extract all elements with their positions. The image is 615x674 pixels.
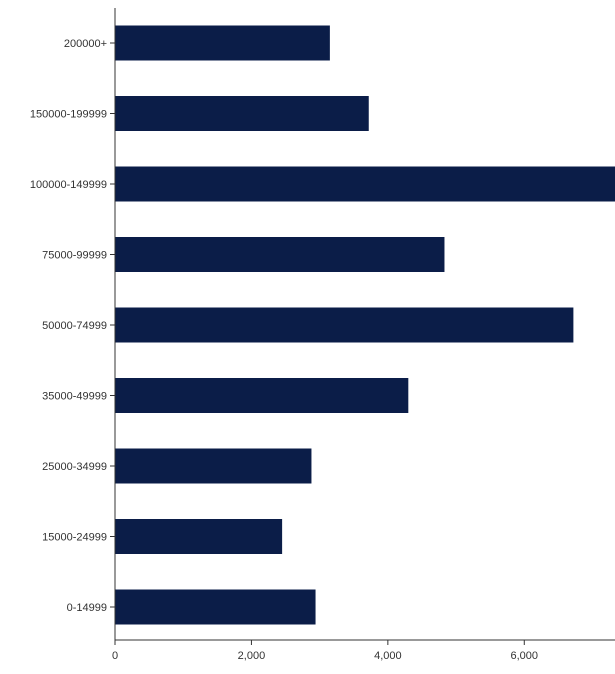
y-tick-label: 50000-74999 [42, 320, 107, 332]
y-axis: 200000+ 150000-199999 100000-149999 75000-9… [30, 8, 116, 640]
x-tick-label: 2,000 [238, 650, 266, 662]
y-tick-label: 100000-149999 [30, 179, 107, 191]
bars-layer [115, 25, 615, 625]
bar [115, 96, 369, 131]
x-tick-label: 0 [112, 650, 118, 662]
y-tick-label: 35000-49999 [42, 391, 107, 403]
x-tick-label: 6,000 [511, 650, 539, 662]
bar [115, 378, 409, 413]
y-tick-label: 200000+ [64, 38, 107, 50]
bar [115, 237, 445, 272]
bar [115, 519, 283, 554]
x-axis: 0 2,000 4,000 6,000 [112, 639, 615, 662]
y-tick-label: 0-14999 [67, 602, 107, 614]
y-tick-label: 150000-199999 [30, 109, 107, 121]
y-tick-label: 75000-99999 [42, 250, 107, 262]
bar [115, 307, 574, 343]
y-tick-label: 25000-34999 [42, 461, 107, 473]
x-tick-label: 4,000 [374, 650, 402, 662]
y-tick-label: 15000-24999 [42, 532, 107, 544]
bar [115, 25, 330, 61]
bar [115, 589, 316, 625]
bar [115, 166, 615, 202]
bar [115, 448, 312, 484]
